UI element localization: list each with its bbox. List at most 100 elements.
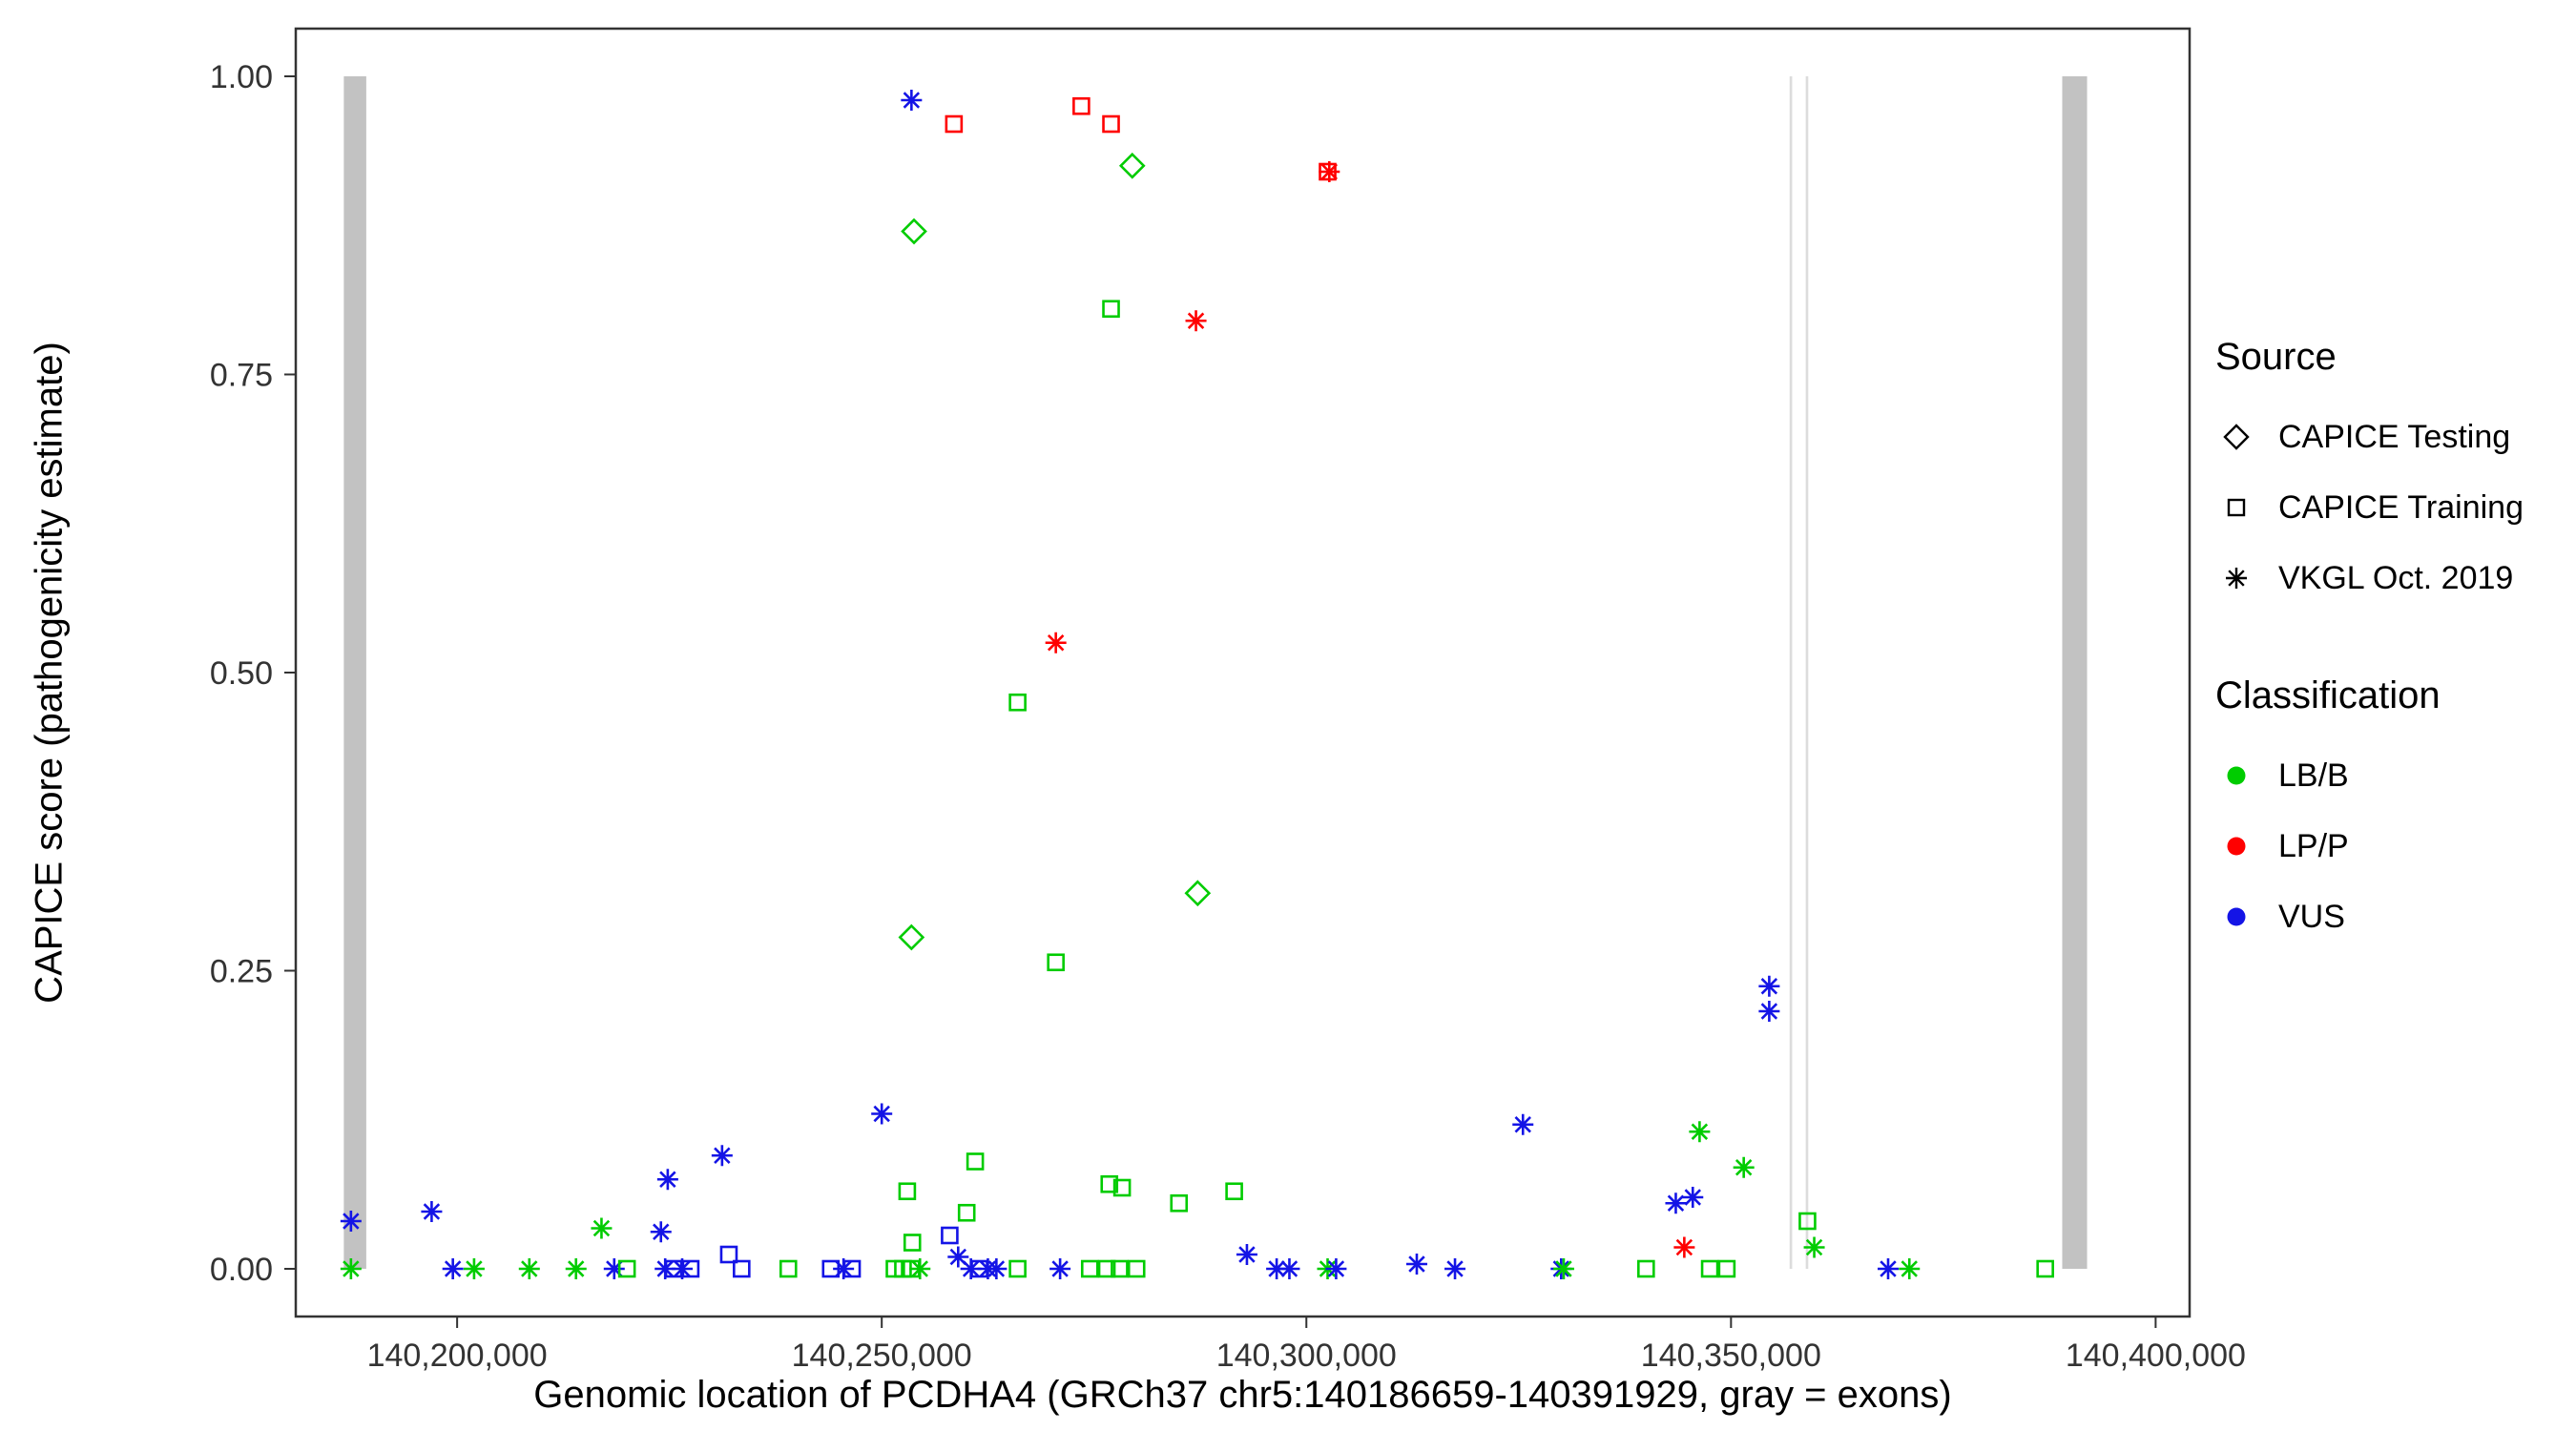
legend-classification-items: LB/B LP/P VUS bbox=[2215, 740, 2568, 952]
data-point bbox=[1008, 693, 1027, 712]
data-point bbox=[463, 1258, 485, 1279]
y-tick-label: 0.75 bbox=[210, 358, 273, 394]
legend-item-capice-testing-label: CAPICE Testing bbox=[2278, 418, 2511, 455]
data-point bbox=[1112, 1178, 1132, 1197]
data-point bbox=[617, 1259, 636, 1278]
data-point bbox=[340, 1258, 362, 1279]
data-point bbox=[945, 114, 964, 134]
legend-item-lb-b-label: LB/B bbox=[2278, 757, 2349, 794]
x-tick-label: 140,300,000 bbox=[1216, 1338, 1397, 1374]
legend-item-vus-swatch-icon bbox=[2227, 907, 2246, 926]
data-point bbox=[2227, 766, 2246, 785]
data-point bbox=[591, 1217, 613, 1239]
data-point bbox=[966, 1152, 985, 1171]
data-point bbox=[898, 923, 925, 951]
x-tick-label: 140,400,000 bbox=[2066, 1338, 2246, 1374]
data-point bbox=[871, 1103, 893, 1125]
data-point bbox=[1097, 1259, 1116, 1278]
data-point bbox=[442, 1258, 464, 1279]
data-point bbox=[656, 1169, 678, 1191]
legend-source-title: Source bbox=[2215, 336, 2337, 378]
legend-item-lp-p-label: LP/P bbox=[2278, 827, 2349, 864]
data-point bbox=[2227, 907, 2246, 926]
data-point bbox=[1319, 161, 1340, 182]
data-point bbox=[1049, 1258, 1071, 1279]
data-point bbox=[1758, 1001, 1780, 1022]
data-point bbox=[779, 1259, 798, 1278]
data-point bbox=[681, 1259, 700, 1278]
plot-panel-border bbox=[294, 27, 2192, 1318]
data-point bbox=[1072, 96, 1091, 115]
data-point bbox=[1100, 1174, 1119, 1193]
legend: Source CAPICE Testing CAPICE Training VKGL… bbox=[2215, 336, 2568, 952]
data-point bbox=[986, 1258, 1008, 1279]
data-point bbox=[2227, 498, 2246, 517]
data-point bbox=[1673, 1236, 1695, 1258]
exon-bar bbox=[2062, 76, 2088, 1269]
data-point bbox=[1118, 152, 1146, 179]
data-point bbox=[1717, 1259, 1736, 1278]
data-point bbox=[1325, 1258, 1347, 1279]
legend-item-capice-testing-swatch-icon bbox=[2223, 424, 2250, 450]
data-point bbox=[711, 1145, 733, 1167]
data-point bbox=[901, 90, 923, 111]
data-point bbox=[1111, 1259, 1129, 1278]
data-point bbox=[1185, 310, 1207, 332]
legend-item-capice-training: CAPICE Training bbox=[2215, 472, 2568, 543]
data-point bbox=[2036, 1259, 2054, 1278]
data-point bbox=[941, 1226, 959, 1245]
y-tick-label: 1.00 bbox=[210, 59, 273, 95]
data-point bbox=[1405, 1254, 1427, 1275]
exon-bar bbox=[343, 76, 366, 1269]
y-tick-label: 0.00 bbox=[210, 1252, 273, 1288]
data-point bbox=[1803, 1236, 1825, 1258]
data-point bbox=[1170, 1193, 1189, 1213]
data-point bbox=[719, 1245, 738, 1264]
data-point bbox=[901, 218, 927, 245]
data-point bbox=[2227, 837, 2246, 856]
data-point bbox=[898, 1182, 917, 1201]
data-point bbox=[1102, 300, 1120, 319]
data-point bbox=[1047, 953, 1065, 972]
data-point bbox=[1278, 1258, 1300, 1279]
y-axis-title: CAPICE score (pathogenicity estimate) bbox=[28, 342, 71, 1004]
data-point bbox=[1798, 1212, 1817, 1231]
legend-source-items: CAPICE Testing CAPICE Training VKGL Oct. 2… bbox=[2215, 402, 2568, 613]
data-point bbox=[842, 1259, 862, 1278]
data-point bbox=[1682, 1187, 1704, 1208]
legend-item-capice-testing: CAPICE Testing bbox=[2215, 402, 2568, 472]
legend-item-vkgl-oct-2019-swatch-icon bbox=[2226, 568, 2247, 589]
data-point bbox=[1700, 1259, 1719, 1278]
data-point bbox=[340, 1211, 362, 1232]
data-point bbox=[1127, 1259, 1146, 1278]
legend-item-vus: VUS bbox=[2215, 881, 2568, 952]
data-point bbox=[909, 1258, 931, 1279]
data-point bbox=[1444, 1258, 1466, 1279]
data-point bbox=[1899, 1258, 1921, 1279]
data-point bbox=[733, 1259, 751, 1278]
legend-item-lp-p-swatch-icon bbox=[2227, 837, 2246, 856]
data-point bbox=[1008, 1259, 1027, 1278]
exon-bar bbox=[1805, 76, 1809, 1269]
x-tick-label: 140,200,000 bbox=[367, 1338, 548, 1374]
data-point bbox=[903, 1234, 922, 1252]
data-point bbox=[1637, 1259, 1655, 1278]
legend-item-lb-b-swatch-icon bbox=[2227, 766, 2246, 785]
exon-bar bbox=[1789, 76, 1793, 1269]
legend-item-vkgl-oct-2019-label: VKGL Oct. 2019 bbox=[2278, 559, 2514, 596]
data-point bbox=[2223, 424, 2250, 450]
legend-classification-title: Classification bbox=[2215, 674, 2441, 716]
data-point bbox=[650, 1221, 672, 1243]
data-point bbox=[1236, 1244, 1257, 1265]
data-point bbox=[1184, 880, 1212, 907]
x-tick-label: 140,350,000 bbox=[1641, 1338, 1821, 1374]
legend-item-capice-training-swatch-icon bbox=[2227, 498, 2246, 517]
data-point bbox=[1878, 1258, 1900, 1279]
data-point bbox=[518, 1258, 540, 1279]
legend-item-vus-label: VUS bbox=[2278, 898, 2345, 935]
data-point bbox=[1689, 1121, 1711, 1143]
data-point bbox=[565, 1258, 587, 1279]
x-axis-title: Genomic location of PCDHA4 (GRCh37 chr5:… bbox=[533, 1374, 1952, 1416]
data-point bbox=[1225, 1182, 1243, 1201]
